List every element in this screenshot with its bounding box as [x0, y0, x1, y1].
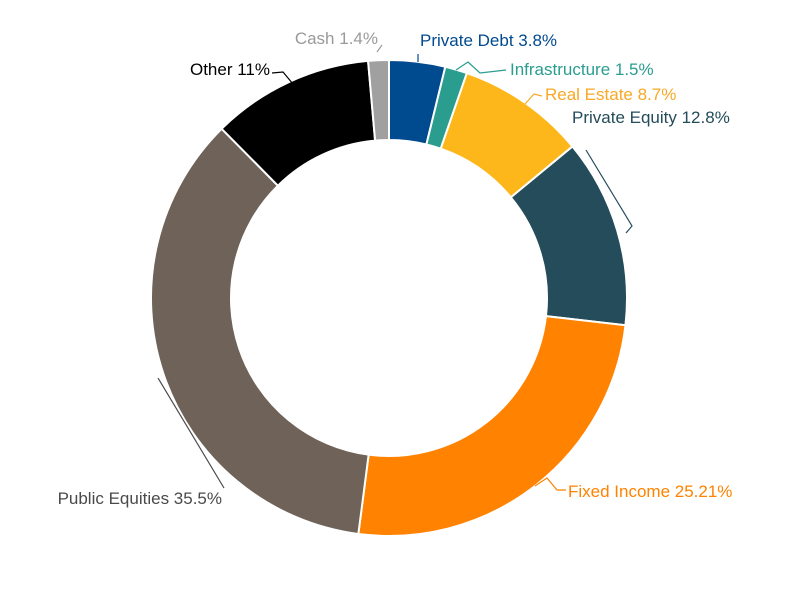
slice-public-equities — [150, 127, 370, 536]
leader-line-infrastructure — [455, 61, 507, 74]
leader-line-real-estate — [524, 93, 543, 105]
leader-line-private-equity — [585, 149, 633, 234]
leader-line-public-equities — [157, 377, 225, 489]
label-other: Other 11% — [190, 60, 270, 79]
leader-line-cash — [376, 44, 383, 53]
leader-line-other — [271, 71, 294, 85]
label-fixed-income: Fixed Income 25.21% — [568, 482, 732, 501]
slice-cash — [366, 58, 390, 142]
label-private-debt: Private Debt 3.8% — [420, 31, 557, 50]
label-private-equity: Private Equity 12.8% — [572, 108, 730, 127]
labels-layer: Private Debt 3.8% Infrastructure 1.5% Real… — [58, 29, 733, 508]
label-real-estate: Real Estate 8.7% — [545, 85, 676, 104]
slice-fixed-income — [357, 314, 627, 537]
slices-layer — [150, 58, 628, 537]
label-cash: Cash 1.4% — [295, 29, 378, 48]
label-infrastructure: Infrastructure 1.5% — [510, 60, 654, 79]
leader-lines-layer — [157, 44, 633, 491]
leader-line-fixed-income — [534, 477, 566, 491]
label-public-equities: Public Equities 35.5% — [58, 489, 222, 508]
